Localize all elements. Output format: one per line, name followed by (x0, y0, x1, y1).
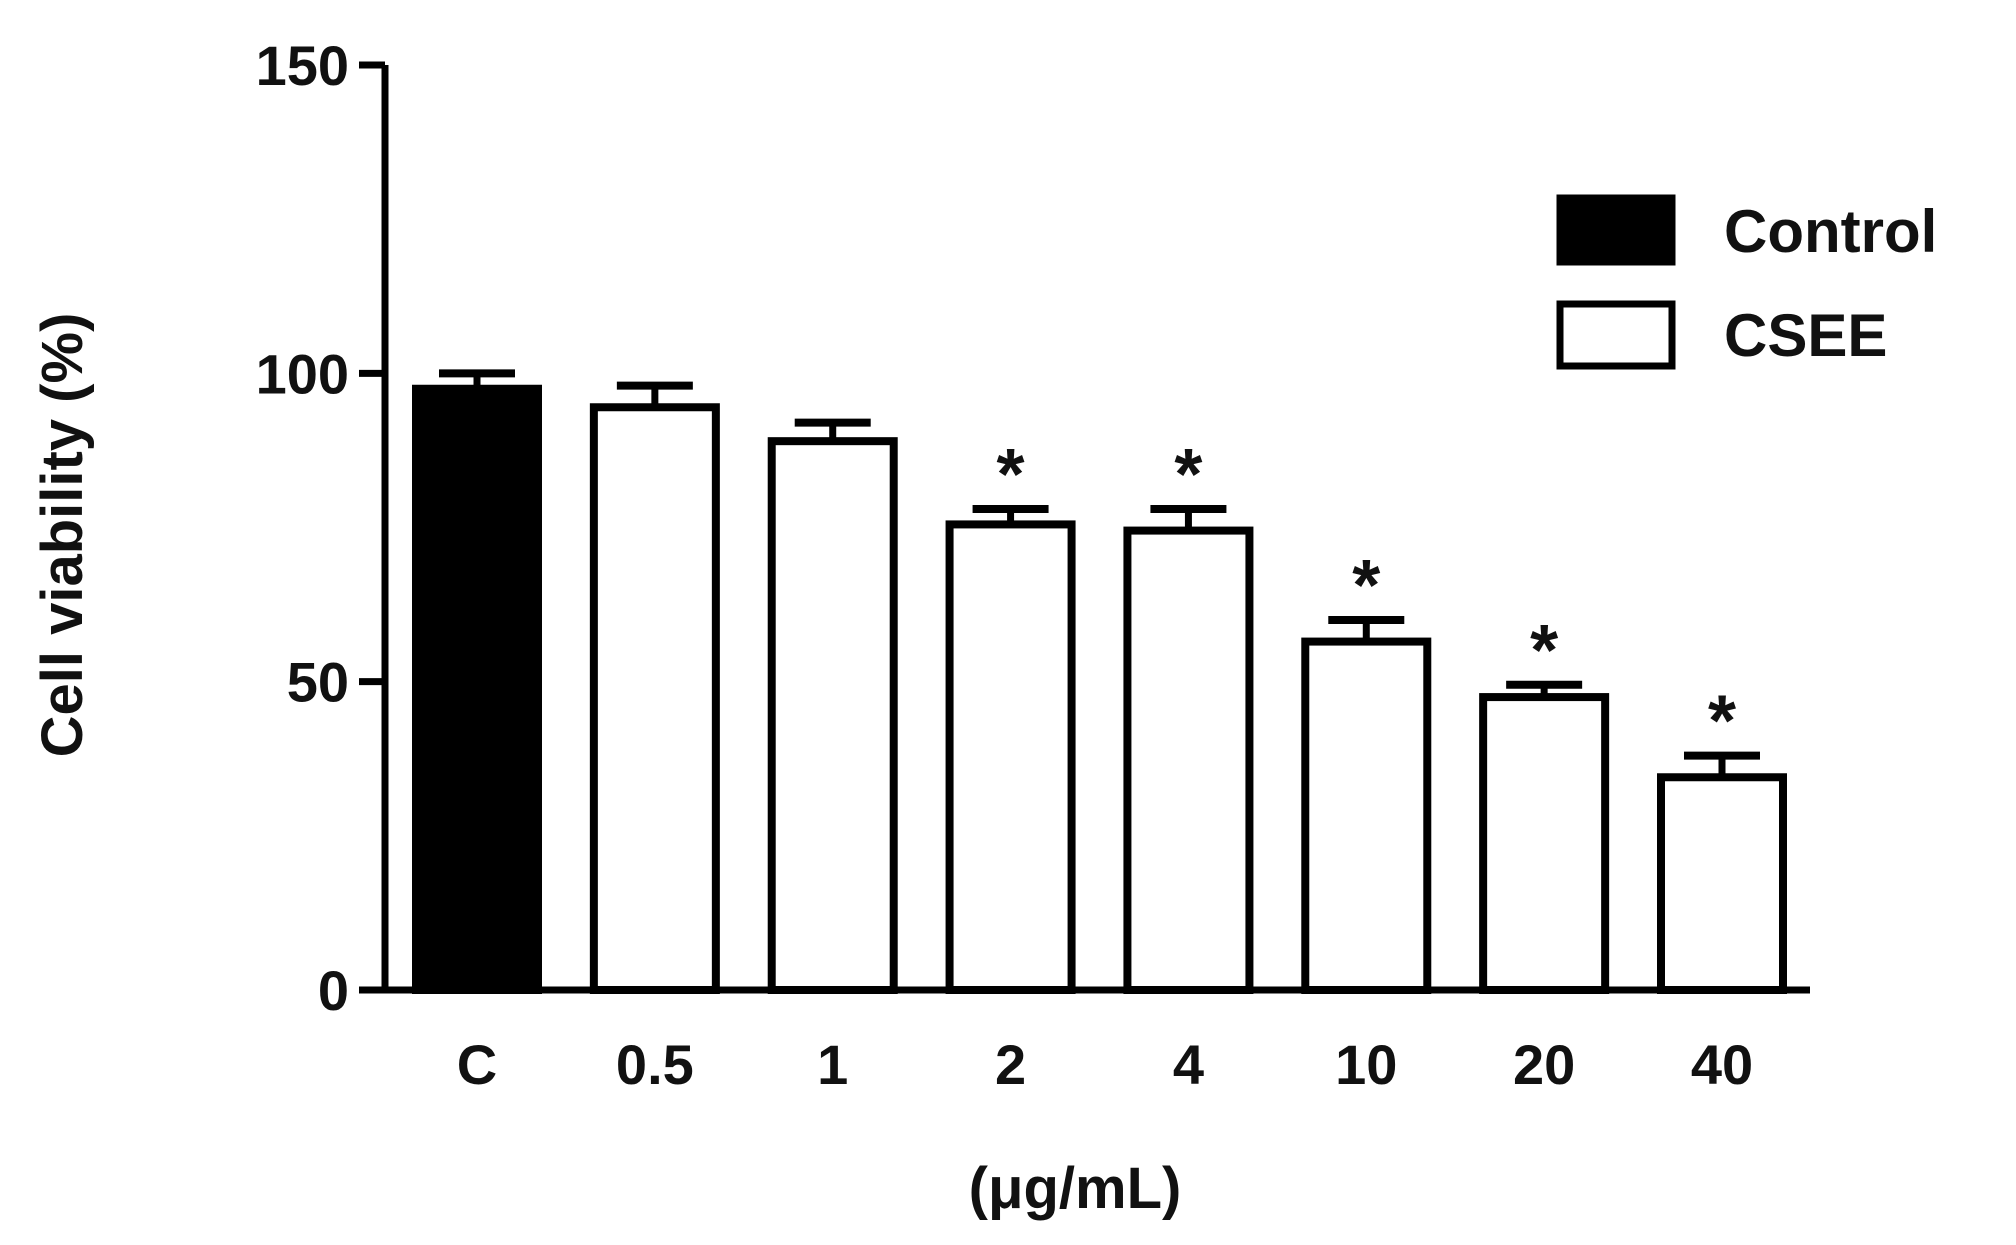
x-tick-label: 20 (1513, 1033, 1575, 1096)
bar-csee (945, 520, 1076, 995)
significance-marker: * (1708, 682, 1736, 762)
significance-marker: * (1530, 611, 1558, 691)
significance-marker: * (1174, 435, 1202, 515)
y-tick-label: 0 (318, 959, 349, 1022)
x-tick-label: 0.5 (616, 1033, 694, 1096)
legend-swatch-control (1556, 194, 1676, 266)
bar-csee (1123, 526, 1254, 994)
legend-label-csee: CSEE (1724, 302, 1887, 369)
bar-csee (767, 437, 898, 994)
legend-label-control: Control (1724, 198, 1937, 265)
bar-csee (1657, 773, 1787, 994)
y-tick-label: 100 (256, 342, 349, 405)
x-tick-label: C (457, 1033, 497, 1096)
x-tick-label: 4 (1173, 1033, 1204, 1096)
bar-csee (1479, 693, 1610, 994)
x-tick-label: 2 (995, 1033, 1026, 1096)
bar-csee (1301, 637, 1432, 994)
x-ticks: C 0.5 1 2 4 10 20 40 (457, 1033, 1753, 1096)
y-tick-label: 50 (287, 651, 349, 714)
x-axis-label: (μg/mL) (969, 1156, 1182, 1221)
y-axis-label: Cell viability (%) (30, 313, 95, 758)
legend-swatch-csee (1556, 300, 1676, 370)
y-ticks: 0 50 100 150 (256, 34, 385, 1022)
legend: Control CSEE (1556, 194, 1937, 370)
x-tick-label: 10 (1335, 1033, 1397, 1096)
x-tick-label: 1 (817, 1033, 848, 1096)
x-tick-label: 40 (1691, 1033, 1753, 1096)
y-tick-label: 150 (256, 34, 349, 97)
axes-layer (381, 65, 1810, 994)
significance-marker: * (997, 435, 1025, 515)
bar-csee (589, 403, 720, 994)
significance-marker: * (1352, 546, 1380, 626)
bar-control (412, 384, 542, 994)
bars-layer: * * * * * (412, 369, 1787, 995)
